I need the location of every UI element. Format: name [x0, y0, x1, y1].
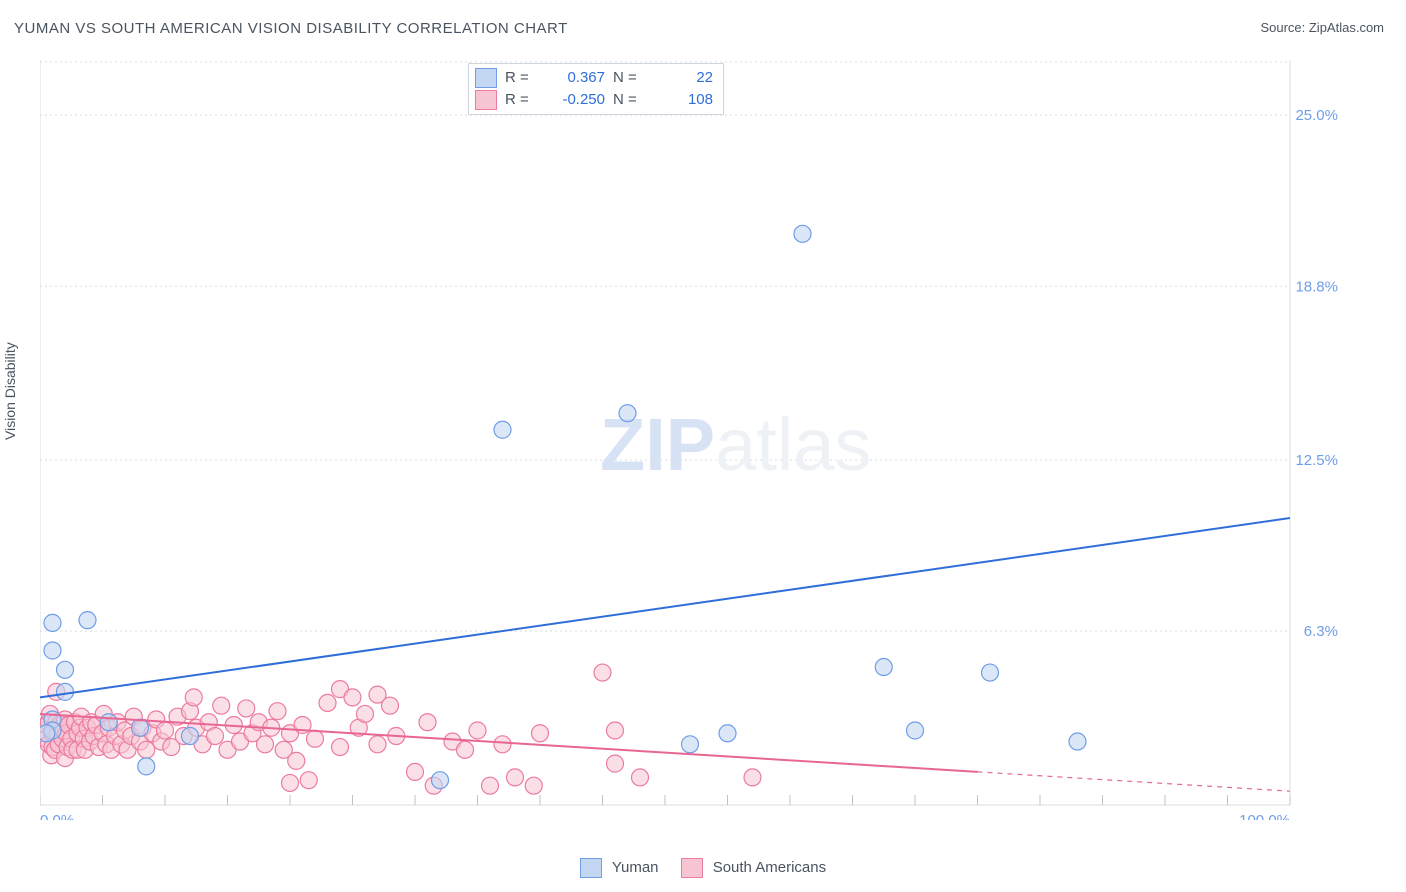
legend-series: Yuman South Americans — [0, 858, 1406, 878]
legend-stats-row-pink: R = -0.250 N = 108 — [475, 89, 713, 111]
legend-swatch-blue — [580, 858, 602, 878]
legend-stats: R = 0.367 N = 22 R = -0.250 N = 108 — [468, 63, 724, 115]
legend-R-value: -0.250 — [547, 89, 605, 111]
svg-text:0.0%: 0.0% — [40, 812, 74, 820]
chart-title: YUMAN VS SOUTH AMERICAN VISION DISABILIT… — [14, 20, 568, 37]
legend-label: Yuman — [612, 859, 659, 876]
legend-N-value: 108 — [655, 89, 713, 111]
legend-R-value: 0.367 — [547, 67, 605, 89]
legend-R-label: R = — [505, 67, 539, 89]
legend-swatch-pink — [475, 90, 497, 110]
chart-svg: ZIPatlas 6.3% 12.5% 18.8% 25.0% 0.0% 100.0% — [40, 60, 1340, 820]
chart-area: ZIPatlas 6.3% 12.5% 18.8% 25.0% 0.0% 100.0% — [40, 60, 1340, 820]
legend-N-label: N = — [613, 67, 647, 89]
legend-stats-row-blue: R = 0.367 N = 22 — [475, 67, 713, 89]
legend-label: South Americans — [713, 859, 826, 876]
svg-text:6.3%: 6.3% — [1304, 623, 1338, 640]
legend-R-label: R = — [505, 89, 539, 111]
legend-swatch-blue — [475, 68, 497, 88]
legend-N-value: 22 — [655, 67, 713, 89]
svg-text:25.0%: 25.0% — [1295, 107, 1338, 124]
legend-N-label: N = — [613, 89, 647, 111]
legend-swatch-pink — [681, 858, 703, 878]
source-attribution: Source: ZipAtlas.com — [1260, 20, 1384, 35]
y-axis-label: Vision Disability — [2, 342, 18, 440]
axis-ticks — [40, 795, 1290, 805]
svg-text:12.5%: 12.5% — [1295, 452, 1338, 469]
page-root: YUMAN VS SOUTH AMERICAN VISION DISABILIT… — [0, 0, 1406, 892]
legend-item-pink: South Americans — [681, 858, 827, 878]
legend-item-blue: Yuman — [580, 858, 659, 878]
watermark: ZIPatlas — [600, 403, 871, 486]
svg-text:18.8%: 18.8% — [1295, 278, 1338, 295]
svg-text:100.0%: 100.0% — [1239, 812, 1290, 820]
